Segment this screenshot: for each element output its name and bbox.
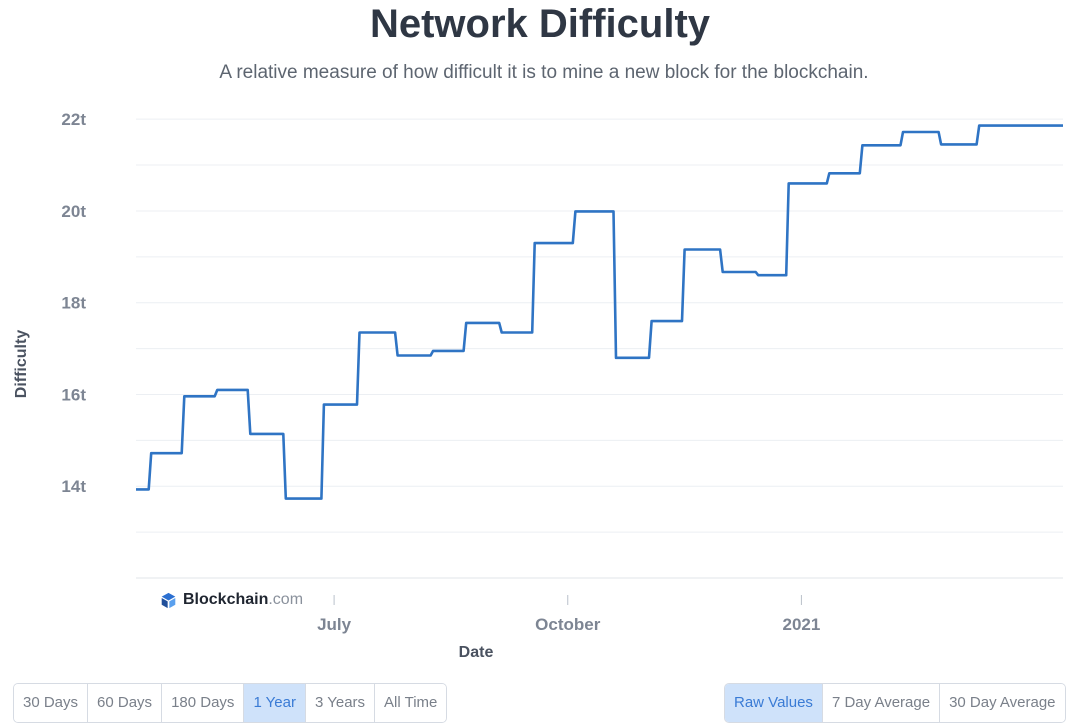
y-tick-label: 20t <box>61 202 86 221</box>
difficulty-chart: 14t 16t 18t 20t 22t July October 2021 Difficul… <box>13 110 1063 661</box>
range-3-years-button[interactable]: 3 Years <box>305 684 376 722</box>
y-tick-label: 14t <box>61 477 86 496</box>
y-axis-label: Difficulty <box>13 330 30 399</box>
time-range-selector: 30 Days 60 Days 180 Days 1 Year 3 Years … <box>13 683 448 723</box>
30-day-average-button[interactable]: 30 Day Average <box>940 684 1065 722</box>
brand-tld: .com <box>268 591 304 608</box>
brand-name: Blockchain <box>183 591 269 608</box>
x-tick-label: October <box>535 615 601 634</box>
y-tick-label: 22t <box>61 110 86 129</box>
y-tick-label: 18t <box>61 294 86 313</box>
page-title: Network Difficulty <box>369 2 711 46</box>
y-axis-ticks: 14t 16t 18t 20t 22t <box>61 110 86 496</box>
range-60-days-button[interactable]: 60 Days <box>88 684 163 722</box>
grid-lines <box>136 118 1063 579</box>
y-tick-label: 16t <box>61 385 86 404</box>
7-day-average-button[interactable]: 7 Day Average <box>822 684 941 722</box>
page-subtitle: A relative measure of how difficult it i… <box>219 62 869 83</box>
value-mode-selector: Raw Values 7 Day Average 30 Day Average <box>724 683 1066 723</box>
raw-values-button[interactable]: Raw Values <box>725 684 823 722</box>
blockchain-logo: Blockchain.com <box>160 590 303 610</box>
x-tick-label: July <box>317 615 352 634</box>
range-30-days-button[interactable]: 30 Days <box>14 684 89 722</box>
range-1-year-button[interactable]: 1 Year <box>244 684 306 722</box>
range-180-days-button[interactable]: 180 Days <box>162 684 245 722</box>
x-axis-ticks: July October 2021 <box>317 595 820 634</box>
range-all-time-button[interactable]: All Time <box>375 684 447 722</box>
difficulty-series-line <box>136 124 1063 500</box>
x-tick-label: 2021 <box>782 615 820 634</box>
blockchain-cube-icon <box>161 592 176 608</box>
x-axis-label: Date <box>459 644 494 661</box>
